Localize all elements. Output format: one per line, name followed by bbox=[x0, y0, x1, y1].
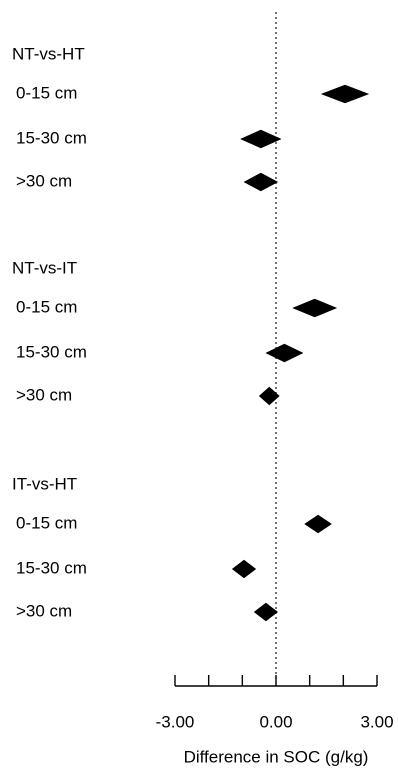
depth-row-label: 0-15 cm bbox=[16, 513, 77, 532]
x-axis-tick-label: -3.00 bbox=[156, 712, 195, 731]
effect-size-diamond bbox=[240, 129, 282, 149]
depth-row-label: >30 cm bbox=[16, 171, 72, 190]
effect-size-diamond bbox=[292, 298, 338, 318]
depth-row-label: >30 cm bbox=[16, 601, 72, 620]
comparison-group-label: IT-vs-HT bbox=[12, 474, 77, 493]
x-axis-tick-label: 3.00 bbox=[360, 712, 393, 731]
depth-row-label: >30 cm bbox=[16, 385, 72, 404]
comparison-group-label: NT-vs-HT bbox=[12, 44, 85, 63]
comparison-group-label: NT-vs-IT bbox=[12, 258, 77, 277]
effect-size-diamond bbox=[243, 172, 279, 192]
depth-row-label: 15-30 cm bbox=[16, 342, 87, 361]
effect-size-diamond bbox=[258, 386, 280, 406]
effect-size-diamond bbox=[231, 559, 257, 579]
depth-row-label: 0-15 cm bbox=[16, 83, 77, 102]
effect-size-diamond bbox=[265, 343, 304, 363]
x-axis-title: Difference in SOC (g/kg) bbox=[184, 747, 369, 766]
depth-row-label: 0-15 cm bbox=[16, 297, 77, 316]
effect-size-diamond bbox=[320, 84, 370, 104]
effect-size-diamond bbox=[304, 514, 332, 534]
depth-row-label: 15-30 cm bbox=[16, 558, 87, 577]
depth-row-label: 15-30 cm bbox=[16, 128, 87, 147]
x-axis-tick-label: 0.00 bbox=[259, 712, 292, 731]
effect-size-diamond bbox=[253, 602, 279, 622]
